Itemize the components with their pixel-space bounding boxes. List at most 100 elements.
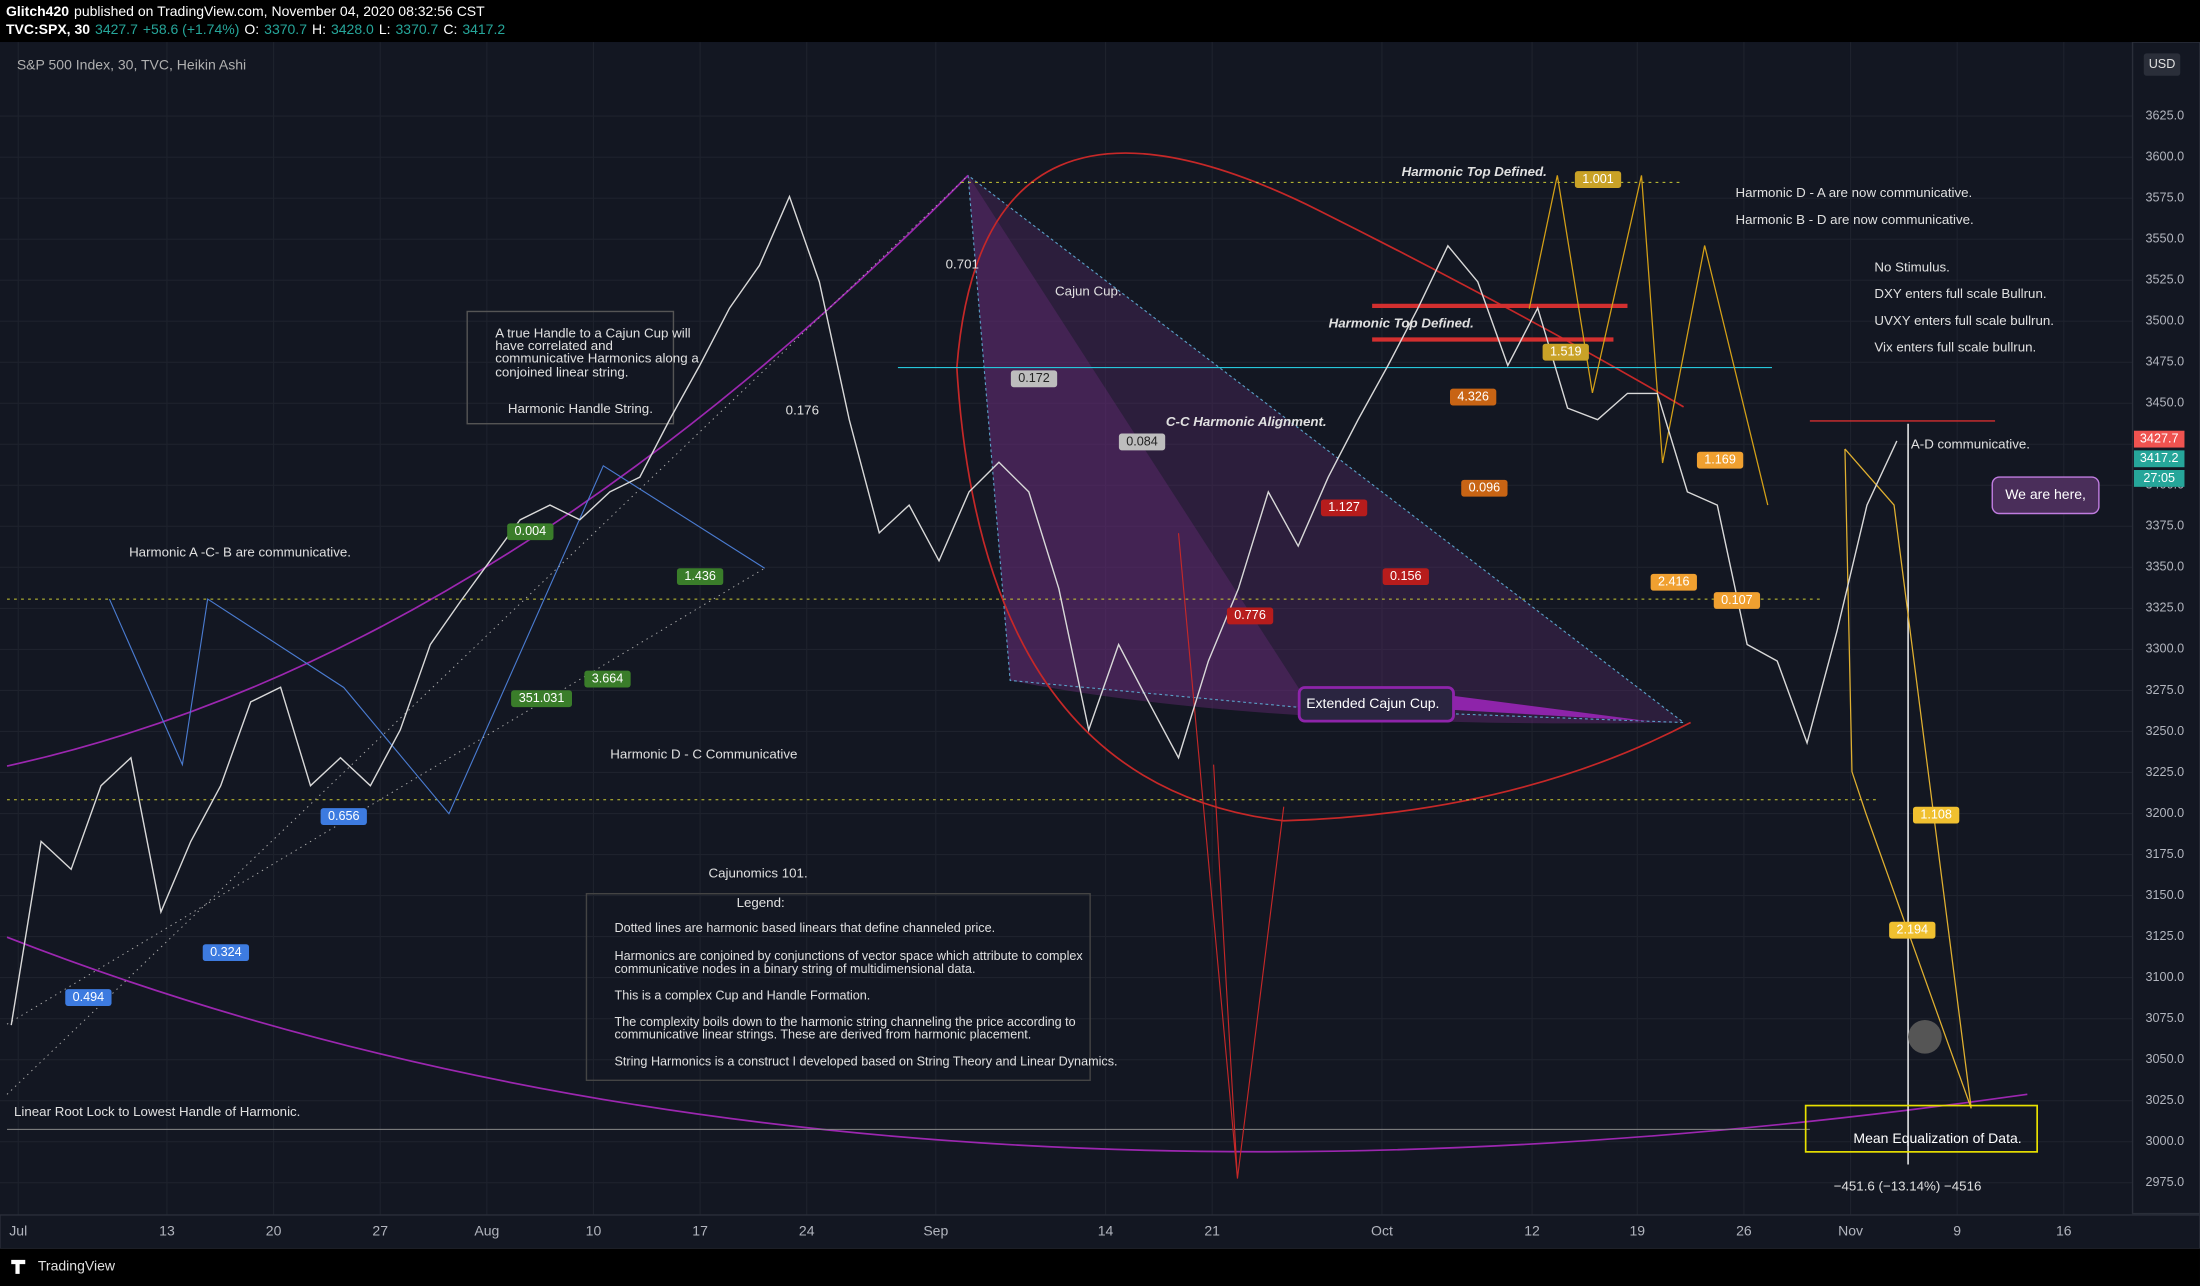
y-tick-label: 3125.0 <box>2146 929 2185 943</box>
x-tick-label: 12 <box>1524 1223 1540 1239</box>
y-tick-label: 3375.0 <box>2146 519 2185 533</box>
background <box>0 42 2200 1286</box>
ohlc-value: 3428.0 <box>330 21 374 37</box>
x-tick-label: 26 <box>1736 1223 1752 1239</box>
tag-box <box>1450 388 1497 406</box>
footer-brand: TradingView <box>38 1258 116 1274</box>
published: published on TradingView.com, November 0… <box>74 3 485 19</box>
harmonic-lines <box>1528 175 1769 506</box>
tag: 0.324 <box>210 945 242 959</box>
legend-title: S&P 500 Index, 30, TVC, Heikin Ashi <box>17 57 246 73</box>
tag: 2.416 <box>1658 575 1690 589</box>
x-tick-label: 24 <box>799 1223 815 1239</box>
y-tick-label: 3175.0 <box>2146 847 2185 861</box>
note-box <box>466 310 675 425</box>
annotation: String Harmonics is a construct I develo… <box>615 1054 1118 1068</box>
y-tick-label: 3075.0 <box>2146 1011 2185 1025</box>
tag-box <box>1650 573 1697 591</box>
x-tick-label: Sep <box>923 1223 948 1239</box>
x-tick-label: Jul <box>9 1223 27 1239</box>
publisher: Glitch420 <box>6 3 70 19</box>
tag-box <box>511 690 573 708</box>
logo <box>11 1259 26 1274</box>
tag-box <box>202 944 250 962</box>
ohlc-value: 3417.2 <box>462 21 506 37</box>
x-tick-label: 9 <box>1953 1223 1961 1239</box>
y-tick-label: 3000.0 <box>2146 1134 2185 1148</box>
annotation: C-C Harmonic Alignment. <box>1166 414 1327 429</box>
annotation: Vix enters full scale bullrun. <box>1874 339 2036 354</box>
ohlc-value: 3370.7 <box>264 21 307 37</box>
tag-box <box>1889 921 1936 939</box>
y-tick-label: 3150.0 <box>2146 888 2185 902</box>
y-tick-label: 3550.0 <box>2146 232 2185 246</box>
tag-box <box>507 523 554 541</box>
legend-box <box>585 893 1091 1082</box>
y-tick-label: 3475.0 <box>2146 355 2185 369</box>
y-tick-label: 3300.0 <box>2146 642 2185 656</box>
tag-box <box>1461 479 1508 497</box>
x-tick-label: Aug <box>474 1223 499 1239</box>
tag-box <box>1713 592 1761 609</box>
annotation: conjoined linear string. <box>495 365 628 380</box>
cup-arc <box>956 367 1692 822</box>
ohlc-label: C: <box>443 21 458 37</box>
y-tick-label: 3275.0 <box>2146 683 2185 697</box>
tag: 0.107 <box>1721 593 1753 607</box>
price-tag: 3427.7 <box>2140 431 2179 445</box>
annotation: communicative linear strings. These are … <box>615 1028 1032 1042</box>
y-tick-label: 3600.0 <box>2146 149 2185 163</box>
y-tick-label: 3050.0 <box>2146 1052 2185 1066</box>
tag: 2.194 <box>1897 923 1929 937</box>
tag-box <box>65 989 112 1006</box>
tag: 1.108 <box>1920 807 1952 821</box>
annotation: Dotted lines are harmonic based linears … <box>615 921 996 935</box>
y-tick-label: 2975.0 <box>2146 1175 2185 1189</box>
tag-box <box>1010 370 1058 388</box>
annotation: Harmonic D - A are now communicative. <box>1736 185 1973 200</box>
ohlc-label: H: <box>311 21 326 37</box>
annotation: Harmonic B - D are now communicative. <box>1736 212 1974 227</box>
y-tick-label: 3250.0 <box>2146 724 2185 738</box>
price-axis <box>2131 41 2200 1215</box>
currency-box <box>2143 53 2181 76</box>
annotation: Harmonic D - C Communicative <box>610 746 797 761</box>
header-row: TVC:SPX, 30 3427.7 +58.6 (+1.74%) O: 3370.7 H… <box>6 20 2194 38</box>
tag-box <box>1696 451 1744 469</box>
change: +58.6 (+1.74%) <box>142 21 240 37</box>
tag: 4.326 <box>1457 389 1489 403</box>
ohlc-value: 3370.7 <box>395 21 439 37</box>
harmonic-lines <box>1844 448 1972 1109</box>
y-tick-label: 3575.0 <box>2146 190 2185 204</box>
tag-box <box>1382 568 1429 586</box>
tag: 0.776 <box>1234 608 1266 622</box>
annotation: Cajun Cup. <box>1055 283 1122 298</box>
price-tag-box <box>2133 470 2185 487</box>
tag: 1.001 <box>1582 172 1614 186</box>
y-tick-label: 3200.0 <box>2146 806 2185 820</box>
x-tick-label: 14 <box>1098 1223 1114 1239</box>
price-tag-box <box>2133 450 2185 468</box>
y-tick-label: 3450.0 <box>2146 396 2185 410</box>
annotation: The complexity boils down to the harmoni… <box>615 1015 1076 1029</box>
price-line <box>10 194 1898 1026</box>
annotation: −451.6 (−13.14%) −4516 <box>1834 1178 1982 1193</box>
tag: 0.656 <box>328 809 360 823</box>
tag-box <box>320 808 367 825</box>
tag-box <box>1574 171 1622 189</box>
header: Glitch420 published on TradingView.com, N… <box>0 0 2200 42</box>
price-tag-box <box>2133 430 2185 448</box>
annotation: Cajunomics 101. <box>709 866 808 881</box>
y-tick-label: 3350.0 <box>2146 560 2185 574</box>
callout: Mean Equalization of Data. <box>1853 1130 2021 1146</box>
x-tick-label: 27 <box>372 1223 388 1239</box>
tag-box <box>584 670 631 688</box>
x-tick-label: Nov <box>1838 1223 1863 1239</box>
tag: 0.096 <box>1469 481 1501 495</box>
help-icon[interactable] <box>1908 1019 1942 1054</box>
y-tick-label: 3625.0 <box>2146 108 2185 122</box>
tag: 0.084 <box>1126 434 1158 448</box>
tag: 351.031 <box>519 691 565 705</box>
tag-box <box>1118 433 1166 451</box>
tag-box <box>1320 499 1368 517</box>
